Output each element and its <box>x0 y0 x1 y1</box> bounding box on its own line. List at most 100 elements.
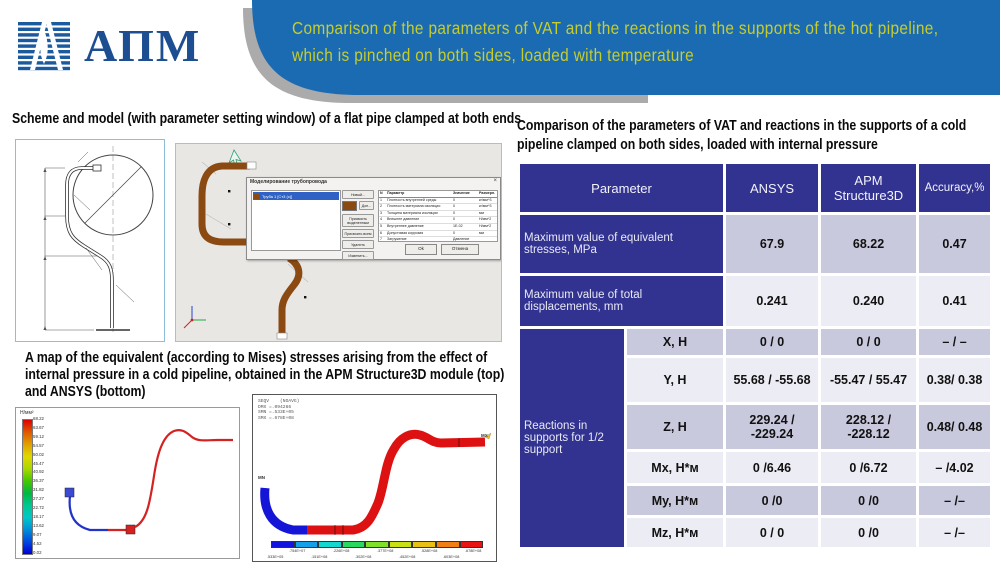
table-row: Maximum value of equivalent stresses, MP… <box>520 215 991 273</box>
table-row: Maximum value of total displacements, mm… <box>520 276 991 326</box>
ansys-value: 0 / 0 <box>726 518 819 547</box>
pipe-outline <box>65 166 114 328</box>
col-n: N <box>380 191 383 195</box>
apm-value: 0 /0 <box>821 486 917 515</box>
ansys-value: 0 /6.46 <box>726 452 819 483</box>
min-label: MN <box>258 475 265 480</box>
accuracy-value: 0.41 <box>919 276 991 326</box>
ansys-value: 0.241 <box>726 276 819 326</box>
pipe-list-item-label: Труба 1 [Ст3 (с)] <box>262 193 293 199</box>
right-section-heading: Comparison of the parameters of VAT and … <box>517 117 967 153</box>
param-row[interactable]: 7 Загружение Давление <box>379 237 497 241</box>
accuracy-value: 0.47 <box>919 215 991 273</box>
dop-button[interactable]: Доп... <box>359 201 374 210</box>
color-scale-bar <box>22 419 33 555</box>
stress-unit-label: Н/мм² <box>20 410 34 416</box>
apm-logo-icon <box>18 22 70 71</box>
col-unit: Размерн. <box>479 191 496 195</box>
apm-logo-text: АПМ <box>84 20 202 71</box>
legend-tick: .533E+05 <box>267 555 284 559</box>
ansys-value: 67.9 <box>726 215 819 273</box>
material-color-swatch[interactable] <box>342 201 357 211</box>
table-row: Reactions in supports for 1/2 support X,… <box>520 329 991 547</box>
apm-logo: АПМ <box>16 18 201 74</box>
accuracy-value: – /4.02 <box>919 452 991 483</box>
apm-model-screenshot: Моделирование трубопровода × Труба 1 [Ст… <box>175 143 502 342</box>
axis-label: Y, Н <box>627 358 724 402</box>
param-row[interactable]: 2 Плотность материала изоляции 0 кг/мм^3 <box>379 204 497 211</box>
max-label: MX <box>481 433 488 438</box>
pipe-inner <box>66 167 113 328</box>
pipe-color-swatch <box>254 193 260 199</box>
new-button[interactable]: Новый... <box>342 190 374 199</box>
param-row[interactable]: 6 Допустимая коррозия 0 мм <box>379 231 497 238</box>
accuracy-value: – /– <box>919 518 991 547</box>
assign-selected-button[interactable]: Присвоить выделенным <box>342 214 374 227</box>
pipe-upper <box>198 162 250 246</box>
model-pipe-view <box>183 149 309 340</box>
table-row: Y, Н 55.68 / -55.68 -55.47 / 55.47 0.38/… <box>520 358 991 402</box>
cancel-button[interactable]: Отмена <box>441 244 479 255</box>
pipeline-modeling-dialog: Моделирование трубопровода × Труба 1 [Ст… <box>246 177 501 260</box>
detail-circle <box>72 154 154 236</box>
assign-all-button[interactable]: Присвоить всем <box>342 229 374 238</box>
col-param: Параметр <box>387 191 405 195</box>
apm-value: 68.22 <box>821 215 917 273</box>
legend-tick: .226E+08 <box>333 549 350 553</box>
table-row: Mx, Н*м 0 /6.46 0 /6.72 – /4.02 <box>520 452 991 483</box>
close-icon[interactable]: × <box>493 178 497 184</box>
ansys-value: 0 / 0 <box>726 329 819 355</box>
axis-label: Mx, Н*м <box>627 452 724 483</box>
parameters-table: N Параметр Значение Размерн. 1 Плотность … <box>378 190 498 242</box>
accuracy-value: 0.48/ 0.48 <box>919 405 991 449</box>
ansys-stress-map: SEQV (NOAVG) DMX =.094266 SMN =.533E+05 SMX… <box>252 394 497 562</box>
apm-value: 0.240 <box>821 276 917 326</box>
comparison-table: Parameter ANSYS APM Structure3D Accuracy… <box>517 161 993 550</box>
dialog-title: Моделирование трубопровода <box>250 179 327 185</box>
axis-label: Mz, Н*м <box>627 518 724 547</box>
param-label: Maximum value of equivalent stresses, MP… <box>520 215 724 273</box>
col-header-apm: APM Structure3D <box>821 164 917 212</box>
table-row: Mz, Н*м 0 / 0 0 /0 – /– <box>520 518 991 547</box>
ansys-value: 0 /0 <box>726 486 819 515</box>
pipe-list-selected-item[interactable]: Труба 1 [Ст3 (с)] <box>253 192 339 200</box>
pipe-scheme-drawing <box>15 139 165 342</box>
left-section-heading: Scheme and model (with parameter setting… <box>12 110 522 127</box>
apm-value: -55.47 / 55.47 <box>821 358 917 402</box>
axis-label: My, Н*м <box>627 486 724 515</box>
dialog-button-column: Новый... Доп... Присвоить выделенным При… <box>342 190 374 262</box>
apm-value: 0 /6.72 <box>821 452 917 483</box>
param-row[interactable]: 1 Плотность внутренней среды 0 кг/мм^3 <box>379 198 497 205</box>
ansys-value: 55.68 / -55.68 <box>726 358 819 402</box>
table-row: Z, Н 229.24 / -229.24 228.12 / -228.12 0… <box>520 405 991 449</box>
pipe-list[interactable]: Труба 1 [Ст3 (с)] <box>251 190 341 251</box>
apm-value: 0 /0 <box>821 518 917 547</box>
ansys-info-text: SEQV (NOAVG) DMX =.094266 SMN =.533E+05 SMX… <box>258 399 300 421</box>
param-row[interactable]: 3 Толщина материала изоляции 0 мм <box>379 211 497 218</box>
axis-label: X, Н <box>627 329 724 355</box>
legend-tick: .302E+08 <box>355 555 372 559</box>
apm-value: 0 / 0 <box>821 329 917 355</box>
group-label: Reactions in supports for 1/2 support <box>520 329 624 547</box>
legend-tick: .678E+08 <box>465 549 482 553</box>
ansys-legend-bar <box>271 541 484 548</box>
axis-triad-icon <box>183 306 206 329</box>
param-label: Maximum value of total displacements, mm <box>520 276 724 326</box>
accuracy-value: 0.38/ 0.38 <box>919 358 991 402</box>
legend-tick: .377E+08 <box>377 549 394 553</box>
param-row[interactable]: 4 Внешнее давление 0 Н/мм^2 <box>379 217 497 224</box>
ok-button[interactable]: Ok <box>405 244 437 255</box>
ansys-pipe <box>260 429 492 535</box>
legend-tick: .603E+08 <box>443 555 460 559</box>
axis-label: Z, Н <box>627 405 724 449</box>
delete-button[interactable]: Удалить <box>342 240 374 249</box>
change-button[interactable]: Изменить... <box>342 251 374 260</box>
accuracy-value: – / – <box>919 329 991 355</box>
param-row[interactable]: 5 Внутреннее давление 1Е-02 Н/мм^2 <box>379 224 497 231</box>
apm-stress-map: Н/мм² 68.22 63.67 59.12 54.57 50.02 45.47 4… <box>15 407 240 559</box>
apm-pipe-curve <box>64 429 233 535</box>
stress-map-caption: A map of the equivalent (according to Mi… <box>25 349 505 400</box>
apm-value: 228.12 / -228.12 <box>821 405 917 449</box>
legend-tick: .754E+07 <box>289 549 306 553</box>
